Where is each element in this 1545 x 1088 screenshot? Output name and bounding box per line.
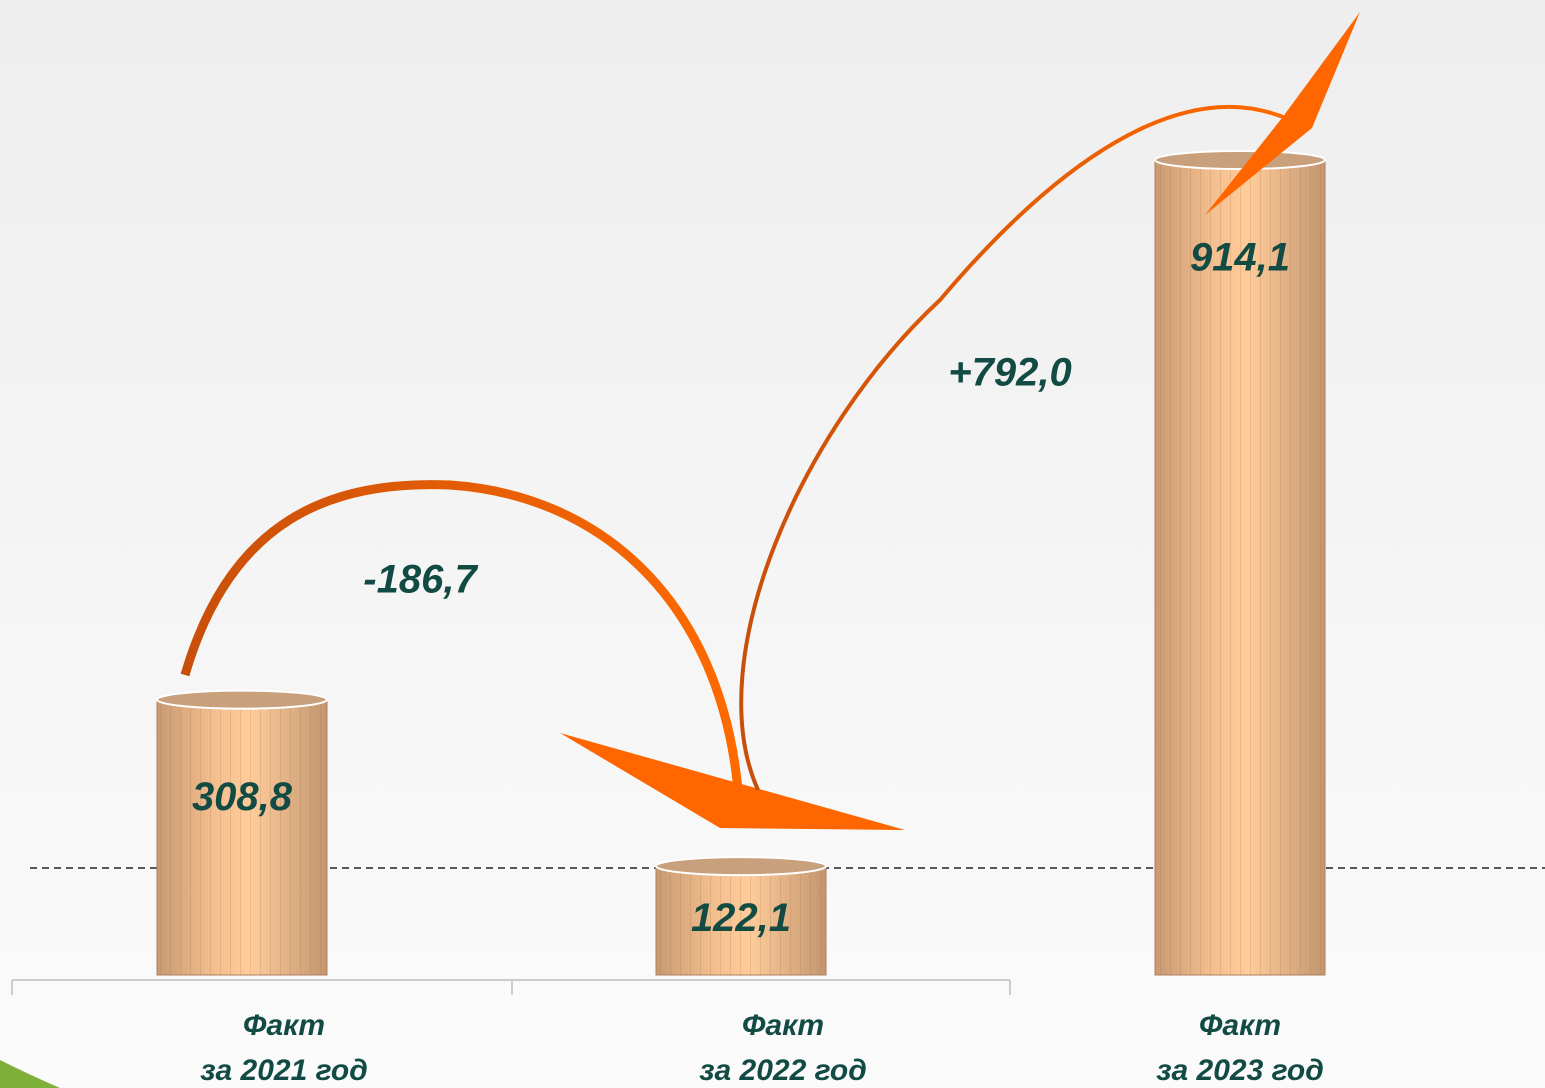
bar-top xyxy=(1154,150,1326,170)
bar-texture xyxy=(1155,160,1325,975)
corner-swoosh xyxy=(0,1060,60,1088)
bar-top xyxy=(655,856,827,877)
x-tick-label: за 2021 год xyxy=(200,1054,368,1087)
value-label: 308,8 xyxy=(192,775,293,819)
x-tick-label: Факт xyxy=(243,1009,325,1042)
value-label: 122,1 xyxy=(691,896,791,940)
x-tick-label: Факт xyxy=(1199,1009,1281,1042)
x-tick-label: за 2022 год xyxy=(699,1054,867,1087)
arrow-down xyxy=(180,480,743,791)
bar-texture xyxy=(656,866,826,975)
annotation: -186,7 xyxy=(363,558,478,602)
x-tick-label: Факт xyxy=(742,1009,824,1042)
bar-texture xyxy=(157,699,327,975)
x-tick-label: за 2023 год xyxy=(1156,1054,1324,1087)
arrow-up xyxy=(739,104,1291,791)
bar-top xyxy=(156,689,328,710)
annotation: +792,0 xyxy=(948,351,1071,395)
arrow-head xyxy=(560,733,905,830)
value-label: 914,1 xyxy=(1190,236,1290,280)
